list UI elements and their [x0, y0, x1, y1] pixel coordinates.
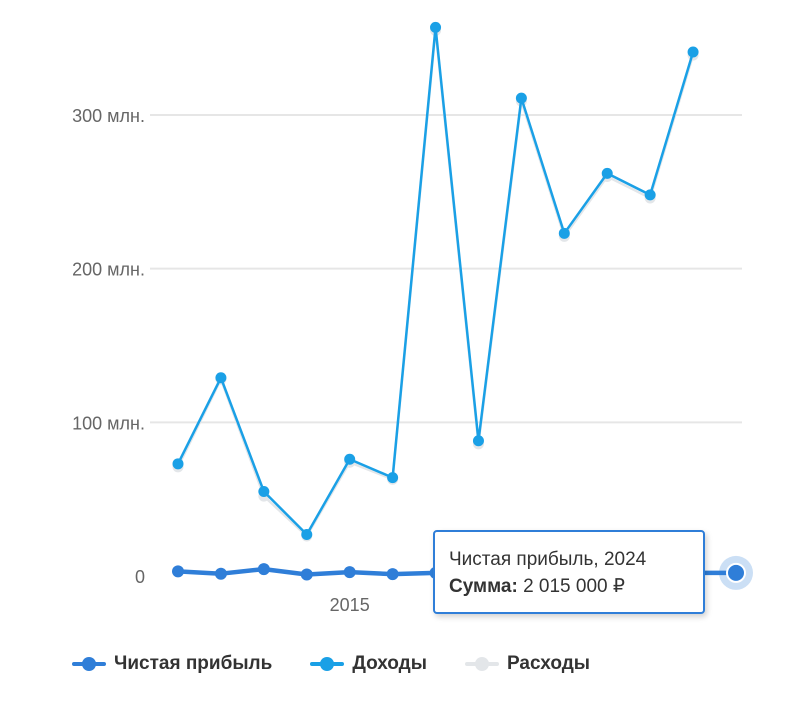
- legend-label-income: Доходы: [352, 653, 427, 674]
- legend-symbol-expenses: [464, 657, 499, 671]
- point-income-2023[interactable]: [687, 46, 699, 58]
- point-net-profit-2012[interactable]: [214, 567, 227, 580]
- point-income-2021[interactable]: [601, 167, 613, 179]
- x-tick-label-2015: 2015: [330, 595, 370, 615]
- point-income-2017[interactable]: [430, 21, 442, 33]
- series-income: [172, 21, 699, 541]
- point-income-2012[interactable]: [215, 372, 227, 384]
- point-net-profit-2015[interactable]: [343, 566, 356, 579]
- legend-dot-net-profit: [82, 657, 96, 671]
- tooltip-value-label: Сумма:: [449, 576, 518, 597]
- legend-item-net-profit[interactable]: Чистая прибыль: [72, 653, 272, 675]
- series-line-income: [176, 26, 695, 536]
- legend-item-income[interactable]: Доходы: [310, 653, 427, 675]
- tooltip-title: Чистая прибыль, 2024: [449, 549, 647, 570]
- grid-lines: [150, 114, 742, 424]
- series-line-expenses: [176, 29, 695, 538]
- point-net-profit-2013[interactable]: [257, 563, 270, 576]
- point-income-2014[interactable]: [301, 529, 313, 541]
- y-axis-labels: 0 100 млн. 200 млн. 300 млн.: [72, 106, 145, 587]
- point-net-profit-2011[interactable]: [172, 565, 184, 578]
- tooltip-value: 2 015 000 ₽: [523, 576, 625, 597]
- point-income-2015[interactable]: [344, 453, 356, 465]
- series-expenses: [172, 24, 699, 542]
- legend-symbol-income: [310, 657, 345, 671]
- point-income-2019[interactable]: [515, 92, 527, 104]
- y-tick-label-1: 100 млн.: [72, 413, 145, 433]
- y-tick-label-2: 200 млн.: [72, 260, 145, 280]
- point-net-profit-2024[interactable]: [726, 562, 746, 583]
- legend-item-expenses[interactable]: Расходы: [464, 653, 590, 675]
- y-tick-label-3: 300 млн.: [72, 106, 145, 126]
- tooltip-value-row: Сумма: 2 015 000 ₽: [449, 573, 689, 600]
- point-income-2020[interactable]: [558, 227, 570, 239]
- point-income-2013[interactable]: [258, 485, 270, 497]
- legend-symbol-net-profit: [72, 657, 106, 671]
- point-net-profit-2016[interactable]: [386, 568, 399, 581]
- y-tick-label-0: 0: [135, 567, 145, 587]
- point-income-2016[interactable]: [387, 472, 399, 484]
- point-income-2018[interactable]: [472, 435, 484, 447]
- point-income-2022[interactable]: [644, 189, 656, 201]
- series-group: [172, 21, 739, 581]
- hover-marker: [719, 555, 753, 590]
- point-net-profit-2014[interactable]: [300, 568, 313, 581]
- point-income-2011[interactable]: [172, 458, 184, 470]
- data-tooltip: Чистая прибыль, 2024 Сумма: 2 015 000 ₽: [433, 530, 705, 614]
- legend-dot-expenses: [474, 657, 489, 671]
- chart-legend: Чистая прибыль Доходы Расходы: [72, 650, 628, 678]
- legend-label-net-profit: Чистая прибыль: [114, 653, 273, 674]
- legend-dot-income: [320, 657, 335, 671]
- legend-label-expenses: Расходы: [506, 653, 590, 674]
